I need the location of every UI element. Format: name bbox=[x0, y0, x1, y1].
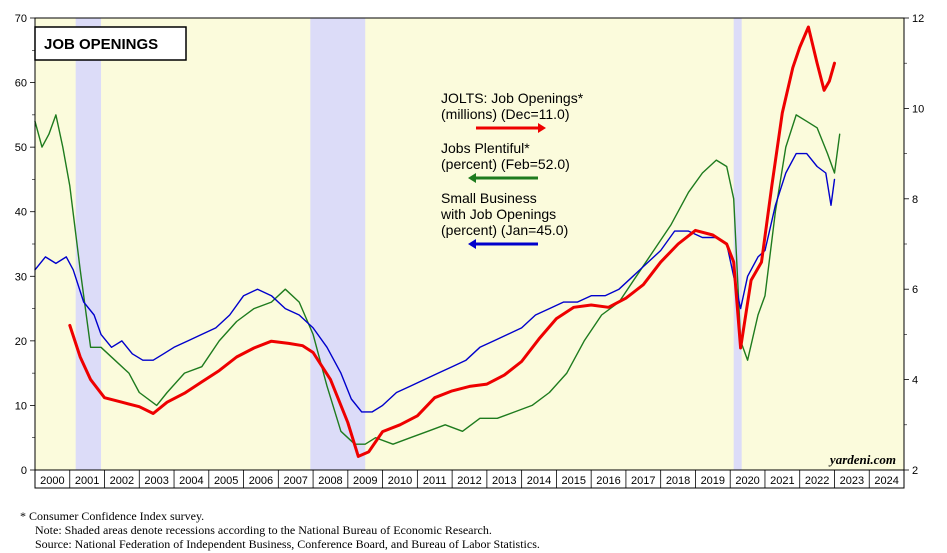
chart-title: JOB OPENINGS bbox=[44, 36, 158, 53]
x-tick-label-2008: 2008 bbox=[318, 475, 342, 487]
y-right-tick-label-8: 8 bbox=[912, 194, 918, 206]
x-tick-label-2012: 2012 bbox=[457, 475, 481, 487]
x-tick-label-2020: 2020 bbox=[735, 475, 759, 487]
x-tick-label-2002: 2002 bbox=[110, 475, 134, 487]
footnote-recession-note: Note: Shaded areas denote recessions acc… bbox=[35, 523, 492, 537]
x-tick-label-2019: 2019 bbox=[701, 475, 725, 487]
x-tick-label-2018: 2018 bbox=[666, 475, 690, 487]
x-tick-label-2022: 2022 bbox=[805, 475, 829, 487]
y-right-tick-label-10: 10 bbox=[912, 103, 924, 115]
y-left-tick-label-20: 20 bbox=[15, 336, 27, 348]
x-tick-label-2010: 2010 bbox=[388, 475, 412, 487]
series-lines bbox=[34, 25, 841, 458]
series-line-jobs-plentiful bbox=[34, 114, 841, 445]
y-left-tick-label-10: 10 bbox=[15, 400, 27, 412]
legend-text-2-2: (percent) (Jan=45.0) bbox=[441, 222, 568, 238]
y-left-tick-label-60: 60 bbox=[15, 78, 27, 90]
source-credit: yardeni.com bbox=[828, 452, 896, 467]
x-tick-label-2005: 2005 bbox=[214, 475, 238, 487]
recession-band-1 bbox=[75, 18, 102, 470]
legend-arrow-head-2 bbox=[468, 239, 476, 249]
legend-text-0-1: (millions) (Dec=11.0) bbox=[441, 106, 570, 122]
recession-bands bbox=[75, 18, 742, 470]
legend-text-2-0: Small Business bbox=[441, 190, 537, 206]
legend: JOLTS: Job Openings*(millions) (Dec=11.0… bbox=[440, 90, 584, 249]
legend-arrow-head-1 bbox=[468, 173, 476, 183]
legend-text-1-0: Jobs Plentiful* bbox=[441, 140, 530, 156]
x-tick-label-2015: 2015 bbox=[562, 475, 586, 487]
plot-frame bbox=[34, 17, 905, 489]
footnote-asterisk: * Consumer Confidence Index survey. bbox=[20, 509, 205, 523]
y-right-tick-label-6: 6 bbox=[912, 284, 918, 296]
footnote-source: Source: National Federation of Independe… bbox=[35, 537, 540, 551]
y-left-tick-label-70: 70 bbox=[15, 13, 27, 25]
legend-text-0-0: JOLTS: Job Openings* bbox=[441, 90, 584, 106]
x-tick-label-2021: 2021 bbox=[770, 475, 794, 487]
axis-ticks: 2000 2001 2002 2003 2004 2005 2006 2007 2008 2009… bbox=[15, 13, 924, 488]
x-tick-label-2007: 2007 bbox=[283, 475, 307, 487]
x-tick-label-2004: 2004 bbox=[179, 475, 203, 487]
series-line-jolts-job-openings bbox=[68, 25, 836, 458]
x-tick-label-2016: 2016 bbox=[596, 475, 620, 487]
x-tick-label-2017: 2017 bbox=[631, 475, 655, 487]
y-right-tick-label-4: 4 bbox=[912, 375, 918, 387]
y-right-tick-label-12: 12 bbox=[912, 13, 924, 25]
legend-text-1-1: (percent) (Feb=52.0) bbox=[441, 156, 570, 172]
y-left-tick-label-30: 30 bbox=[15, 271, 27, 283]
x-tick-label-2011: 2011 bbox=[423, 475, 447, 487]
x-tick-label-2013: 2013 bbox=[492, 475, 516, 487]
x-tick-label-2014: 2014 bbox=[527, 475, 551, 487]
recession-band-3 bbox=[733, 18, 742, 470]
x-tick-label-2024: 2024 bbox=[874, 475, 898, 487]
x-tick-label-2000: 2000 bbox=[40, 475, 64, 487]
y-left-tick-label-40: 40 bbox=[15, 207, 27, 219]
x-tick-label-2006: 2006 bbox=[249, 475, 273, 487]
y-left-tick-label-0: 0 bbox=[21, 465, 27, 477]
chart-title-box: JOB OPENINGS bbox=[34, 26, 187, 61]
legend-text-2-1: with Job Openings bbox=[440, 206, 556, 222]
recession-band-2 bbox=[310, 18, 366, 470]
x-tick-label-2001: 2001 bbox=[75, 475, 99, 487]
series-line-small-business-with-job-openings bbox=[34, 152, 836, 413]
y-right-tick-label-2: 2 bbox=[912, 465, 918, 477]
x-tick-label-2023: 2023 bbox=[840, 475, 864, 487]
x-tick-label-2003: 2003 bbox=[144, 475, 168, 487]
x-tick-label-2009: 2009 bbox=[353, 475, 377, 487]
y-left-tick-label-50: 50 bbox=[15, 142, 27, 154]
legend-arrow-head-0 bbox=[538, 123, 546, 133]
